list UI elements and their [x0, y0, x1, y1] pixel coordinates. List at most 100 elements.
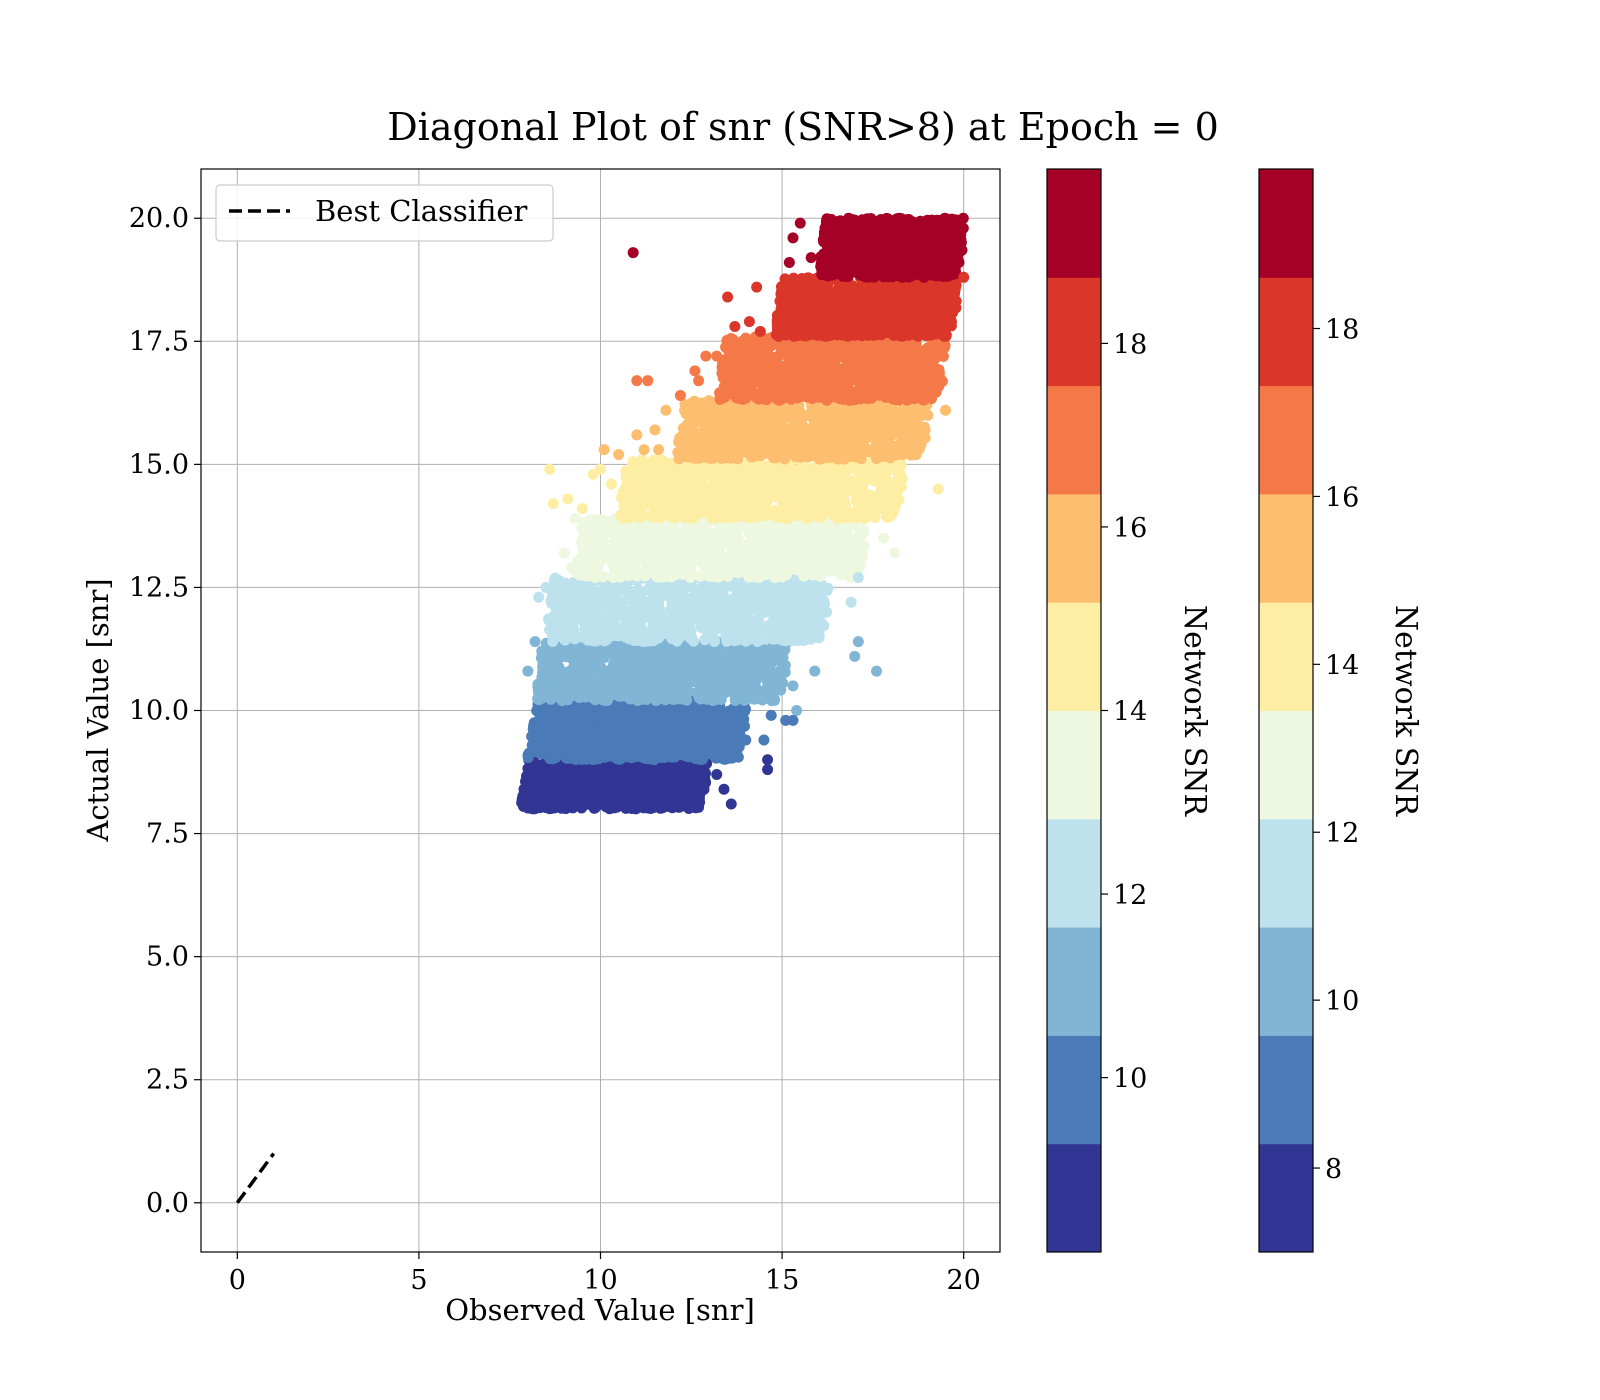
scatter-point [822, 526, 834, 538]
scatter-point [756, 648, 768, 659]
scatter-point [669, 780, 681, 792]
scatter-point [659, 750, 671, 762]
scatter-point [561, 666, 573, 678]
scatter-point [792, 587, 804, 599]
scatter-point [599, 766, 610, 778]
scatter-point [668, 690, 680, 702]
scatter-point [539, 655, 551, 667]
scatter-point [579, 558, 591, 570]
scatter-point [712, 586, 724, 598]
scatter-point [561, 680, 573, 692]
scatter-point [598, 635, 610, 647]
scatter-point [644, 560, 655, 572]
scatter-band [516, 754, 713, 815]
scatter-point [728, 688, 740, 700]
scatter-point [846, 546, 858, 558]
scatter-point [641, 532, 653, 544]
scatter-point [629, 557, 641, 569]
scatter-point [647, 775, 658, 787]
scatter-point [771, 629, 783, 641]
scatter-point [857, 527, 869, 539]
scatter-point [595, 547, 607, 559]
scatter-point [779, 666, 791, 678]
scatter-point [613, 773, 625, 785]
scatter-point [641, 764, 653, 776]
scatter-point [757, 540, 769, 552]
scatter-point [743, 555, 755, 567]
scatter-point [757, 556, 769, 568]
scatter-point [683, 622, 695, 634]
chart-title: Diagonal Plot of snr (SNR>8) at Epoch = … [387, 105, 1219, 149]
scatter-point [645, 786, 657, 798]
scatter-point [730, 734, 742, 746]
scatter-point [710, 565, 722, 577]
scatter-point [549, 573, 561, 585]
scatter-point [576, 802, 588, 814]
scatter-point [724, 749, 736, 761]
scatter-point [656, 568, 668, 580]
scatter-point [603, 522, 615, 534]
scatter-point [656, 735, 668, 747]
scatter-point [627, 788, 639, 800]
scatter-point [768, 694, 780, 706]
scatter-point [782, 622, 794, 634]
scatter-point [693, 645, 705, 657]
scatter-point [797, 557, 809, 568]
scatter-point [733, 552, 745, 564]
scatter-point [636, 792, 647, 804]
scatter-point [662, 554, 674, 566]
scatter-point [527, 803, 539, 815]
scatter-point [545, 795, 557, 807]
scatter-point [571, 775, 583, 787]
scatter-point [721, 580, 733, 592]
scatter-band [571, 513, 870, 584]
scatter-point [754, 596, 766, 608]
scatter-point [625, 594, 637, 606]
scatter-point [750, 673, 762, 685]
scatter-point [749, 568, 761, 580]
scatter-point [694, 717, 706, 729]
scatter-band [532, 636, 793, 707]
scatter-point [776, 534, 788, 546]
scatter-point [649, 583, 661, 595]
scatter-band [543, 572, 834, 647]
scatter-point [603, 706, 615, 718]
scatter-point [744, 540, 756, 552]
scatter-point [636, 739, 648, 751]
scatter-point [765, 679, 777, 691]
scatter-point [799, 613, 811, 625]
scatter-point [559, 622, 571, 633]
scatter-point [842, 568, 854, 580]
scatter-point [765, 565, 777, 577]
scatter-point [626, 803, 638, 814]
scatter-point [687, 532, 698, 544]
scatter-band [522, 695, 751, 766]
scatter-point [622, 765, 634, 777]
scatter-point [597, 583, 609, 595]
scatter-point [601, 778, 613, 789]
scatter-point [603, 801, 614, 813]
scatter-point [607, 663, 619, 675]
scatter-point [693, 692, 705, 704]
scatter-point [704, 727, 716, 739]
scatter-point [699, 634, 711, 646]
scatter-point [685, 769, 696, 781]
scatter-point [709, 636, 720, 647]
scatter-point [559, 592, 571, 604]
scatter-point [775, 584, 787, 596]
scatter-point [535, 737, 547, 749]
scatter-point [805, 530, 817, 542]
scatter-point [743, 601, 755, 613]
scatter-point [638, 774, 650, 786]
scatter-point [642, 596, 654, 608]
scatter-point [754, 606, 766, 618]
scatter-point [623, 775, 635, 787]
scatter-point [630, 651, 641, 663]
scatter-point [589, 694, 601, 706]
scatter-point [623, 670, 635, 682]
scatter-point [651, 694, 663, 706]
scatter-point [647, 681, 659, 693]
scatter-point [666, 797, 678, 809]
scatter-point [756, 686, 768, 698]
